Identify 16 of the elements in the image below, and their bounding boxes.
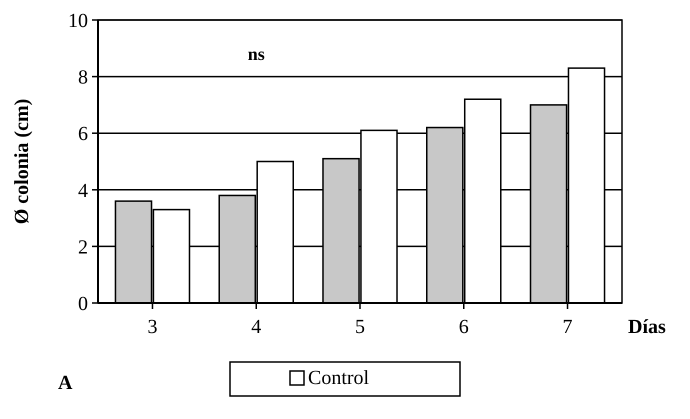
y-tick-label: 2 (78, 236, 88, 258)
annotation: ns (248, 44, 265, 64)
x-axis-title: Días (628, 316, 666, 338)
y-axis-title: Ø colonia (cm) (11, 98, 33, 224)
y-tick-label: 8 (78, 66, 88, 89)
y-tick-label: 6 (78, 123, 88, 146)
y-tick-label: 0 (78, 293, 88, 315)
x-tick-label: 5 (355, 316, 365, 338)
x-tick-label: 6 (458, 316, 469, 338)
text: A (58, 372, 73, 394)
y-tick-label: 10 (68, 10, 88, 32)
x-tick-label: 7 (562, 316, 573, 338)
x-tick-label: 4 (251, 316, 262, 338)
legend-label: Control (308, 367, 370, 389)
x-tick-label: 3 (147, 316, 158, 338)
y-tick-label: 4 (78, 180, 88, 202)
